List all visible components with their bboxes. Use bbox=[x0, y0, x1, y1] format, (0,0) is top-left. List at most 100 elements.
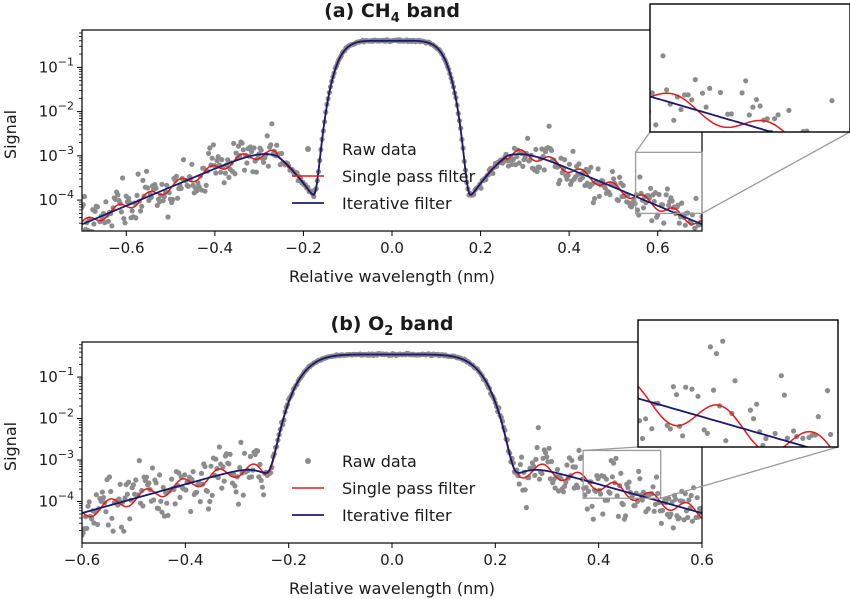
raw-data-point bbox=[120, 175, 126, 181]
data-layer bbox=[82, 350, 702, 543]
inset-raw-point bbox=[692, 77, 698, 83]
chart-title-prefix: (a) CH bbox=[324, 0, 391, 22]
raw-data-point bbox=[198, 470, 205, 476]
inset-raw-point bbox=[650, 90, 655, 96]
inset-raw-point bbox=[701, 427, 707, 433]
inset-raw-point bbox=[757, 103, 763, 109]
raw-data-point bbox=[539, 146, 545, 152]
raw-data-point bbox=[649, 218, 655, 224]
raw-data-point bbox=[666, 495, 672, 501]
inset-raw-point bbox=[778, 373, 784, 379]
raw-data-point bbox=[694, 495, 700, 501]
raw-data-point bbox=[110, 528, 116, 534]
raw-data-point bbox=[676, 515, 682, 521]
inset-raw-point bbox=[742, 500, 747, 505]
inset-raw-point bbox=[797, 480, 802, 485]
legend-entry: Iterative filter bbox=[342, 194, 452, 213]
raw-data-point bbox=[673, 496, 679, 502]
raw-data-point bbox=[626, 479, 632, 485]
raw-data-point bbox=[597, 491, 604, 497]
raw-data-point bbox=[136, 458, 142, 464]
raw-data-point bbox=[546, 123, 552, 129]
raw-data-point bbox=[590, 516, 596, 522]
y-tick-exponent: −3 bbox=[58, 144, 74, 157]
raw-data-point bbox=[576, 161, 582, 167]
raw-data-point bbox=[522, 487, 528, 493]
raw-data-point bbox=[92, 208, 98, 214]
inset-raw-point bbox=[847, 447, 850, 452]
inset-raw-point bbox=[828, 431, 834, 438]
inset bbox=[637, 319, 850, 505]
legend-marker-raw bbox=[305, 146, 311, 152]
raw-data-point bbox=[251, 145, 257, 151]
raw-data-point bbox=[201, 165, 207, 171]
raw-data-point bbox=[153, 480, 159, 486]
y-tick-label: 10−2 bbox=[39, 407, 74, 428]
raw-data-point bbox=[693, 195, 699, 201]
raw-data-point bbox=[640, 205, 647, 211]
raw-data-point bbox=[130, 482, 136, 488]
inset-raw-point bbox=[664, 422, 670, 428]
inset-raw-point bbox=[750, 104, 756, 110]
plot-area bbox=[82, 342, 702, 543]
raw-data-point bbox=[676, 220, 682, 226]
y-tick-exponent: −3 bbox=[58, 448, 74, 461]
inset-raw-point bbox=[720, 338, 726, 344]
raw-data-point bbox=[699, 214, 702, 220]
inset-raw-point bbox=[711, 137, 716, 142]
raw-data-point bbox=[548, 458, 555, 465]
inset-raw-point bbox=[831, 456, 836, 461]
raw-data-point bbox=[121, 216, 127, 222]
raw-data-point bbox=[607, 490, 613, 496]
raw-data-point bbox=[210, 142, 216, 148]
y-tick-label: 10−3 bbox=[39, 144, 74, 165]
chart-title-suffix: band bbox=[400, 0, 460, 22]
inset-raw-point bbox=[786, 107, 792, 113]
raw-data-point bbox=[523, 504, 530, 511]
y-tick-base: 10 bbox=[39, 410, 58, 428]
inset-single-pass-line bbox=[638, 385, 832, 447]
raw-data-point bbox=[237, 465, 243, 471]
raw-data-point bbox=[89, 516, 95, 522]
inset-raw-point bbox=[772, 430, 778, 437]
raw-data-point bbox=[124, 491, 130, 497]
y-tick-label: 10−4 bbox=[39, 188, 74, 209]
raw-data-point bbox=[183, 487, 189, 493]
chart-title-prefix: (b) O bbox=[331, 313, 385, 335]
inset-raw-point bbox=[703, 104, 709, 110]
raw-data-point bbox=[235, 501, 242, 507]
inset-raw-point bbox=[808, 173, 813, 178]
raw-data-point bbox=[159, 509, 165, 515]
raw-data-point bbox=[570, 148, 576, 154]
raw-data-point bbox=[533, 146, 539, 152]
raw-data-point bbox=[82, 193, 87, 200]
legend: Raw data Single pass filter Iterative filt… bbox=[292, 452, 476, 525]
raw-data-point bbox=[686, 232, 691, 237]
raw-data-point bbox=[510, 156, 516, 163]
raw-data-point bbox=[615, 197, 622, 204]
raw-data-point bbox=[94, 204, 101, 210]
raw-data-point bbox=[253, 169, 259, 175]
raw-data-point bbox=[215, 154, 221, 160]
raw-data-point bbox=[552, 485, 558, 491]
inset-raw-point bbox=[695, 393, 701, 399]
inset-raw-point bbox=[775, 112, 781, 118]
raw-data-point bbox=[221, 478, 227, 484]
inset-raw-point bbox=[653, 122, 659, 128]
raw-data-point bbox=[133, 477, 139, 483]
legend-entry: Raw data bbox=[342, 452, 417, 471]
y-tick-base: 10 bbox=[39, 103, 58, 121]
raw-data-point bbox=[232, 483, 238, 489]
x-tick-label: 0.2 bbox=[469, 239, 493, 257]
inset-raw-point bbox=[822, 461, 827, 466]
raw-data-point bbox=[622, 513, 629, 519]
raw-data-point bbox=[658, 520, 665, 527]
inset-raw-point bbox=[815, 414, 821, 420]
inset-raw-point bbox=[844, 147, 849, 152]
y-tick-label: 10−1 bbox=[39, 55, 74, 76]
raw-data-point bbox=[99, 489, 105, 495]
raw-data-point bbox=[536, 164, 543, 170]
raw-data-point bbox=[226, 461, 232, 467]
inset-raw-point bbox=[746, 112, 752, 118]
raw-data-point bbox=[607, 192, 613, 198]
